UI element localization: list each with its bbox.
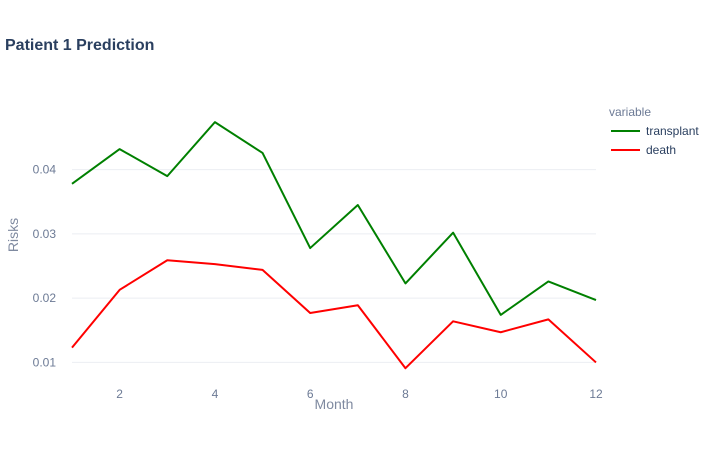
y-tick-label: 0.04 — [33, 163, 57, 177]
series-lines — [71, 121, 597, 370]
series-line-death — [71, 259, 597, 370]
series-line-transplant — [71, 121, 597, 316]
legend-title: variable — [609, 105, 651, 119]
legend: variable transplant death — [609, 105, 699, 157]
x-tick-label: 8 — [402, 387, 409, 401]
x-tick-label: 2 — [116, 387, 123, 401]
x-tick-label: 10 — [494, 387, 508, 401]
x-axis-title: Month — [315, 396, 354, 412]
gridlines — [72, 169, 596, 363]
legend-label-death: death — [646, 143, 676, 157]
x-tick-label: 12 — [589, 387, 603, 401]
y-tick-label: 0.02 — [33, 291, 57, 305]
y-axis-title: Risks — [5, 218, 21, 252]
legend-label-transplant: transplant — [646, 124, 699, 138]
y-tick-label: 0.03 — [33, 227, 57, 241]
y-tick-labels: 0.01 0.02 0.03 0.04 — [33, 163, 57, 370]
x-tick-labels: 2 4 6 8 10 12 — [116, 387, 603, 401]
chart-title: Patient 1 Prediction — [5, 37, 154, 54]
y-tick-label: 0.01 — [33, 355, 57, 369]
x-tick-label: 4 — [212, 387, 219, 401]
x-tick-label: 6 — [307, 387, 314, 401]
